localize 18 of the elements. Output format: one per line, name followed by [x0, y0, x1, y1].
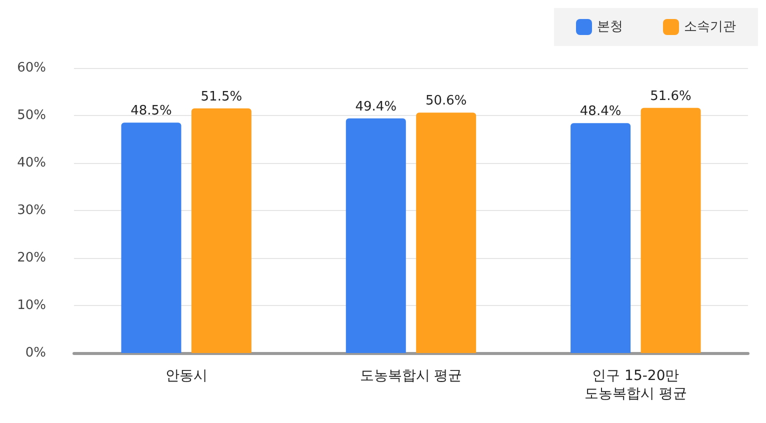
y-tick-label: 30%: [17, 203, 46, 218]
data-label: 48.5%: [130, 104, 172, 119]
data-label: 48.4%: [580, 104, 622, 120]
x-tick-label: 안동시: [165, 368, 208, 384]
y-tick-label: 0%: [25, 346, 46, 360]
legend-label: 본청: [597, 20, 623, 34]
data-label: 50.6%: [425, 94, 467, 109]
x-tick-label: 인구 15-20만 도농복합시 평균: [584, 368, 687, 402]
y-tick-label: 50%: [17, 108, 46, 123]
legend-label: 소속기관: [684, 20, 736, 34]
y-tick-label: 40%: [17, 156, 46, 170]
data-label: 51.6%: [650, 88, 692, 104]
y-tick-label: 10%: [17, 298, 46, 313]
data-label: 49.4%: [355, 99, 397, 114]
data-label: 51.5%: [200, 89, 242, 104]
x-tick-label: 도농복합시 평균: [360, 368, 462, 384]
y-tick-label: 20%: [17, 250, 46, 266]
y-tick-label: 60%: [17, 60, 46, 76]
